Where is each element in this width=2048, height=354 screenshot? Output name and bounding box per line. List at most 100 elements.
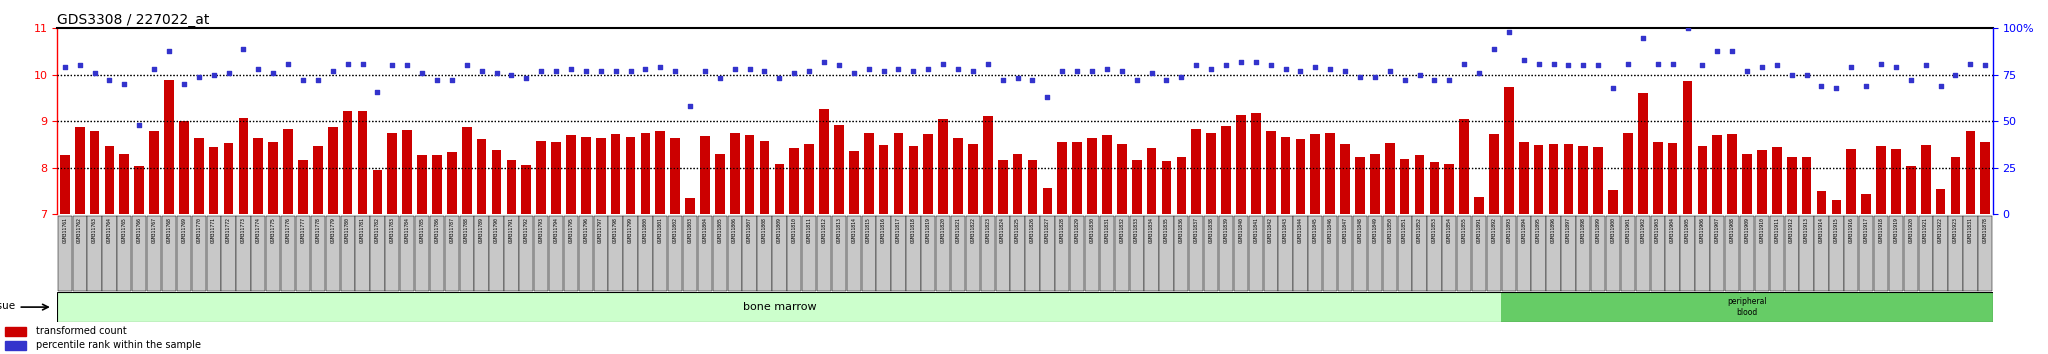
Bar (1520, 142, 1528, 214)
Point (123, 122, 156, 128)
Text: GSM311824: GSM311824 (999, 217, 1006, 243)
Bar (1548, 144, 1559, 214)
FancyBboxPatch shape (1784, 216, 1798, 291)
Point (866, 68, 899, 74)
Bar (1890, 149, 1901, 214)
FancyBboxPatch shape (1219, 216, 1233, 291)
FancyBboxPatch shape (1174, 216, 1188, 291)
FancyBboxPatch shape (758, 216, 772, 291)
Bar (1280, 137, 1290, 214)
Bar (195, 138, 203, 214)
Text: GSM311831: GSM311831 (1104, 217, 1110, 243)
Text: GSM311776: GSM311776 (285, 217, 291, 243)
Point (928, 61, 961, 67)
Text: GSM311786: GSM311786 (434, 217, 440, 243)
Point (1954, 61, 1987, 67)
Bar (1237, 115, 1245, 214)
Point (63, 63, 96, 68)
Point (823, 63, 856, 68)
FancyBboxPatch shape (1919, 216, 1933, 291)
Bar (1624, 133, 1632, 214)
FancyBboxPatch shape (176, 216, 190, 291)
Bar (240, 119, 248, 214)
Bar (627, 137, 635, 214)
FancyBboxPatch shape (1905, 216, 1919, 291)
Text: GSM311828: GSM311828 (1059, 217, 1065, 243)
FancyBboxPatch shape (416, 216, 430, 291)
Point (764, 76, 797, 81)
Point (1612, 61, 1645, 67)
Point (971, 61, 1004, 67)
Text: GSM311781: GSM311781 (360, 217, 365, 243)
Point (1849, 83, 1882, 89)
Text: GSM311794: GSM311794 (553, 217, 559, 243)
Point (109, 81, 141, 87)
Point (1716, 48, 1749, 53)
Text: GSM311798: GSM311798 (612, 217, 618, 243)
Point (1434, 78, 1466, 83)
Point (287, 78, 319, 83)
Point (1731, 68, 1763, 74)
FancyBboxPatch shape (1800, 216, 1815, 291)
Bar (1401, 159, 1409, 214)
Point (1925, 83, 1958, 89)
FancyBboxPatch shape (102, 216, 117, 291)
Bar (537, 141, 547, 214)
Text: GSM311836: GSM311836 (1180, 217, 1184, 243)
Bar (760, 141, 770, 214)
Bar (1563, 144, 1573, 214)
Point (614, 68, 647, 74)
Bar (401, 130, 412, 214)
FancyBboxPatch shape (1456, 216, 1470, 291)
Text: GSM311917: GSM311917 (1864, 217, 1868, 243)
Text: GSM311812: GSM311812 (821, 217, 827, 243)
Point (702, 76, 735, 81)
Text: GSM311819: GSM311819 (926, 217, 930, 243)
FancyBboxPatch shape (1769, 216, 1784, 291)
FancyBboxPatch shape (1829, 216, 1843, 291)
FancyBboxPatch shape (817, 216, 831, 291)
Point (1001, 76, 1034, 81)
Bar (1460, 119, 1468, 214)
Bar (1073, 142, 1081, 214)
Point (451, 63, 483, 68)
Point (1626, 35, 1659, 40)
Point (1180, 63, 1212, 68)
FancyBboxPatch shape (639, 216, 653, 291)
Point (643, 64, 676, 70)
FancyBboxPatch shape (1665, 216, 1679, 291)
Bar (1966, 131, 1974, 214)
Text: GSM311897: GSM311897 (1567, 217, 1571, 243)
FancyBboxPatch shape (668, 216, 682, 291)
Text: GSM311792: GSM311792 (524, 217, 528, 243)
Text: GSM311900: GSM311900 (1610, 217, 1616, 243)
Text: GSM311849: GSM311849 (1372, 217, 1378, 243)
Bar (1311, 134, 1321, 214)
Point (1165, 74, 1198, 79)
Point (1030, 94, 1063, 100)
FancyBboxPatch shape (1741, 216, 1755, 291)
Point (629, 67, 662, 72)
Text: GSM311901: GSM311901 (1626, 217, 1630, 243)
Text: GSM311902: GSM311902 (1640, 217, 1645, 243)
FancyBboxPatch shape (340, 216, 354, 291)
Point (154, 48, 186, 53)
Text: GSM311904: GSM311904 (1669, 217, 1675, 243)
Point (1389, 78, 1421, 83)
Bar (745, 135, 754, 214)
FancyBboxPatch shape (295, 216, 309, 291)
Bar (1161, 161, 1171, 214)
Text: GSM311783: GSM311783 (389, 217, 395, 243)
FancyBboxPatch shape (786, 216, 801, 291)
FancyBboxPatch shape (1204, 216, 1219, 291)
Point (360, 89, 393, 95)
Bar (1667, 143, 1677, 214)
FancyBboxPatch shape (162, 216, 176, 291)
FancyBboxPatch shape (713, 216, 727, 291)
Point (1939, 72, 1972, 78)
Bar (1593, 147, 1604, 214)
Text: GSM311765: GSM311765 (121, 217, 127, 243)
Bar (1698, 146, 1708, 214)
Text: GSM311895: GSM311895 (1536, 217, 1542, 243)
FancyBboxPatch shape (1264, 216, 1278, 291)
